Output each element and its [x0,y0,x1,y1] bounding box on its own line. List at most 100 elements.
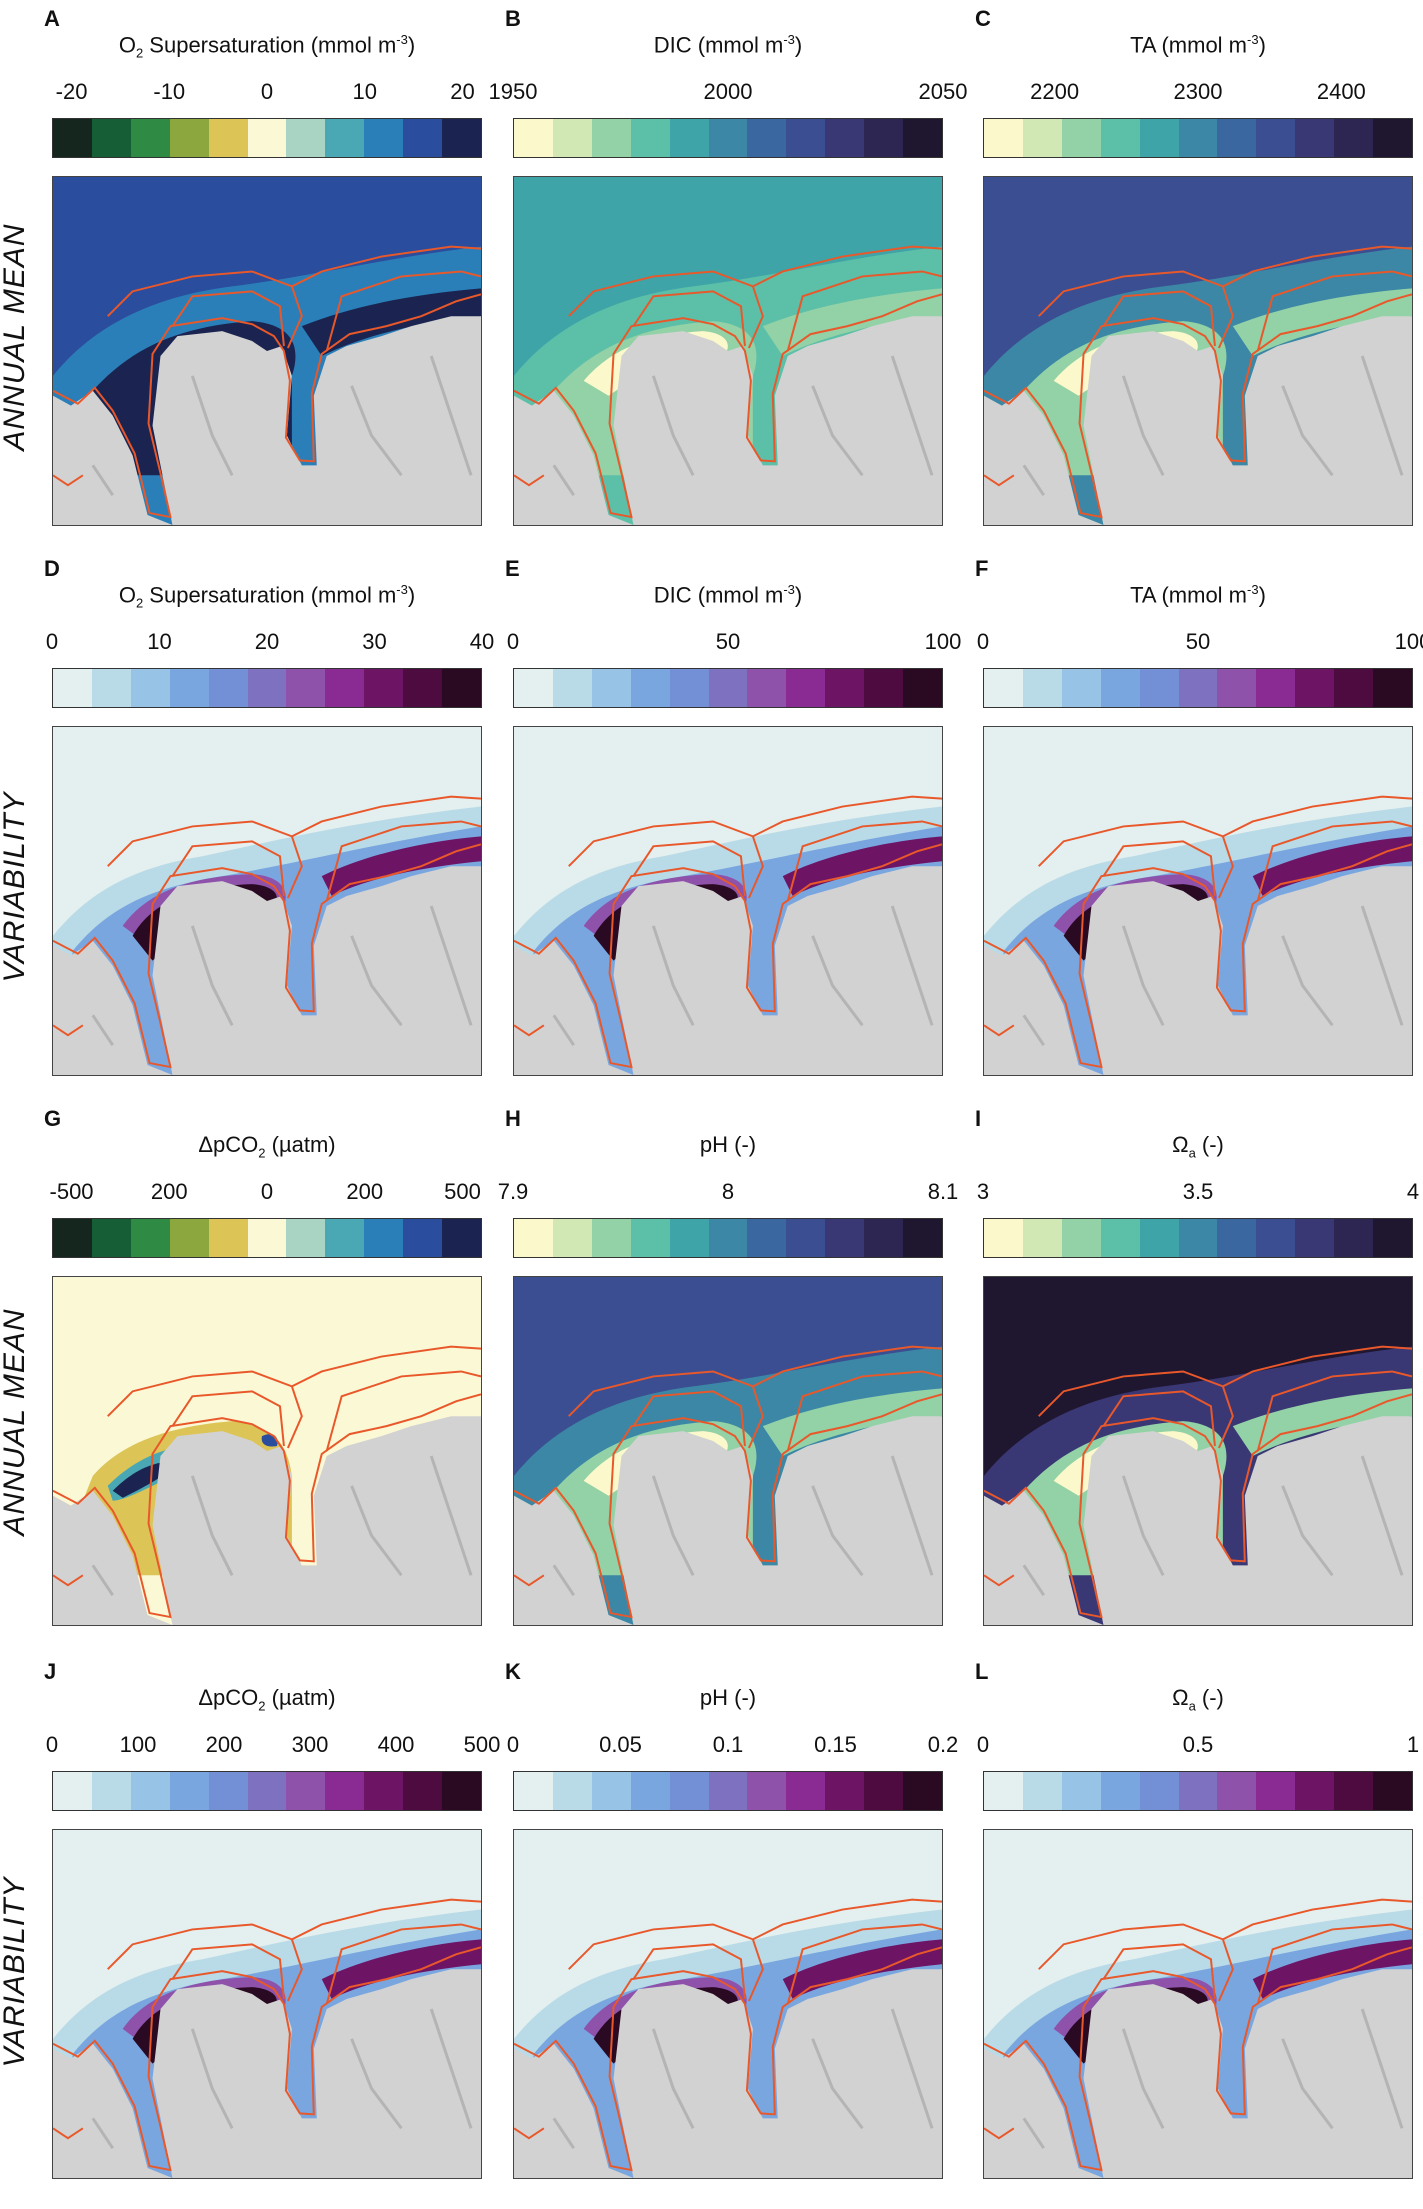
colorbar-swatch [247,1219,287,1257]
colorbar-swatch [514,1219,553,1257]
terrain-ridge-2 [429,355,473,476]
colorbar-swatch [1217,1219,1257,1257]
tick-label: 0 [260,79,274,104]
colorbar-swatch [91,669,131,707]
colorbar-swatch [130,1772,170,1810]
panel-letter: F [975,556,989,581]
land-mask [514,316,942,525]
panel-letter: I [975,1106,982,1131]
terrain-ridge-2 [1360,1455,1404,1576]
colorbar-ticks: 2200 2300 2400 [983,79,1413,107]
colorbar [513,668,943,708]
panel-g: G ΔpCO2 (µatm) -500 200 0 200 500 [44,1106,482,1656]
terrain-ridge-3 [1022,1014,1045,1046]
colorbar-swatch [169,119,209,157]
colorbar-title: O2 Supersaturation (mmol m-3) [118,582,416,611]
land-mask [53,316,481,525]
terrain-ridge-3 [552,1014,575,1046]
region-boundary [514,1946,942,2172]
colorbar-swatch [864,669,904,707]
panel-a: A O2 Supersaturation (mmol m-3) -20 -10 0 10 2… [44,6,482,556]
terrain-ridge-2 [1360,905,1404,1026]
colorbar-swatch [364,1219,404,1257]
colorbar-title: TA (mmol m-3) [1130,32,1266,58]
terrain-ridge-3 [1022,1564,1045,1596]
colorbar-swatch [825,669,865,707]
field-contour-4 [762,1388,942,1456]
tick-label: 1950 [488,79,538,104]
colorbar-swatch [1334,669,1374,707]
panel-letter: G [44,1106,62,1131]
colorbar-swatch [286,1772,326,1810]
panel-i: I Ωa (-) 3 3.5 4 [975,1106,1419,1656]
terrain-ridge-3 [91,1564,114,1596]
tick-label: 500 [444,1179,481,1204]
colorbar-swatch [130,119,170,157]
terrain-ridge-3 [552,2117,575,2149]
colorbar-swatch [630,1219,670,1257]
colorbar-swatch [1022,119,1062,157]
field-contour-4 [762,288,942,356]
colorbar-swatch [53,119,92,157]
tick-label: -20 [55,79,88,104]
colorbar-swatch [53,1219,92,1257]
colorbar-swatch [552,1219,592,1257]
colorbar-swatch [552,669,592,707]
panel-letter: B [505,6,521,31]
terrain-ridge-1 [350,1485,403,1577]
colorbar-ticks: 0 50 100 [507,629,961,657]
colorbar-swatch [864,1772,904,1810]
colorbar-title: ΔpCO2 (µatm) [198,1132,336,1161]
terrain-ridge-2 [429,1455,473,1576]
panel-letter: A [44,6,60,31]
colorbar-swatch [91,1772,131,1810]
colorbar-swatch [169,1219,209,1257]
colorbar-swatch [1139,1219,1179,1257]
colorbar [513,118,943,158]
region-boundary-offshore [53,1345,481,1587]
map-svg [53,1277,481,1625]
region-boundary-offshore [984,1345,1412,1587]
terrain-ridge-3 [1022,2117,1045,2149]
tick-label: 8.1 [927,1179,959,1204]
tick-label: 100 [1394,629,1423,654]
colorbar-swatch [1139,1772,1179,1810]
map-plot [513,726,943,1076]
tick-label: 50 [1185,629,1211,654]
tick-label: 0 [260,1179,274,1204]
region-boundary [53,843,481,1069]
terrain-ridge-0 [190,1475,234,1576]
region-boundary [984,1946,1412,2172]
field-contour-4 [1232,288,1412,356]
region-boundary [984,843,1412,1069]
tick-label: 0 [45,629,59,654]
terrain-ridge-3 [91,1014,114,1046]
colorbar-swatch [825,1219,865,1257]
colorbar-swatch [669,669,709,707]
colorbar-swatch [1295,119,1335,157]
terrain-ridge-1 [350,2038,403,2130]
colorbar-swatch [1217,669,1257,707]
colorbar-swatch [903,119,942,157]
colorbar-swatch [247,119,287,157]
colorbar [983,1218,1413,1258]
colorbar-swatch [325,1219,365,1257]
colorbar-swatch [1256,1219,1296,1257]
terrain-ridge-2 [429,2008,473,2129]
colorbar-swatch [630,119,670,157]
panel-letter: L [975,1659,989,1684]
terrain-ridge-2 [429,905,473,1026]
terrain-ridge-2 [1360,2008,1404,2129]
panel-b: B DIC (mmol m-3) 1950 2000 2050 [489,6,967,556]
region-boundary-offshore [514,245,942,487]
colorbar-swatch [1334,119,1374,157]
panel-letter: K [505,1659,521,1684]
tick-label: 2000 [703,79,753,104]
colorbar-swatch [747,669,787,707]
tick-label: 7.9 [497,1179,529,1204]
colorbar-swatch [364,119,404,157]
colorbar-swatch [552,1772,592,1810]
tick-label: 0 [506,1732,520,1757]
